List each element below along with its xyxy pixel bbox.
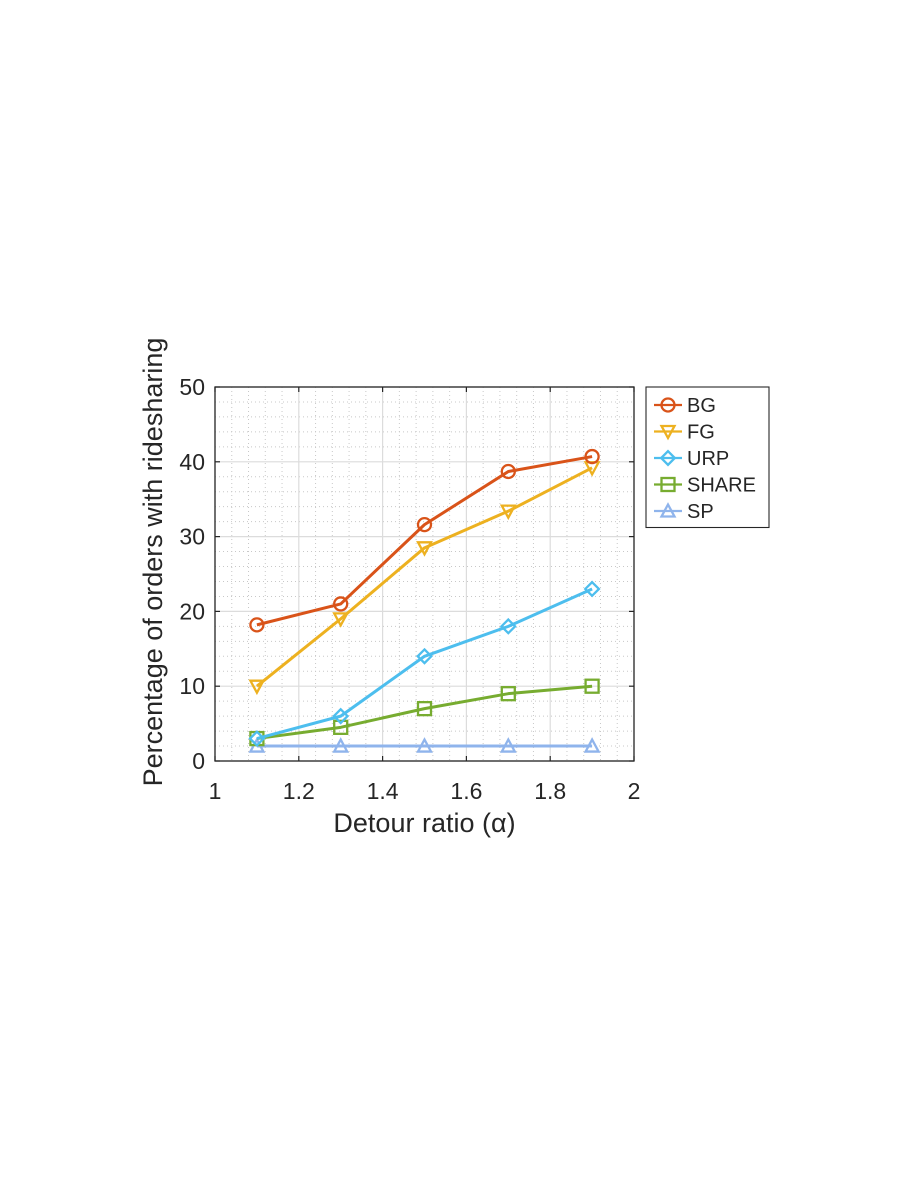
- y-tick-labels: 0 10 20 30 40 50: [179, 374, 205, 774]
- data-point-fg: [332, 612, 350, 628]
- data-point-sp: [416, 737, 433, 753]
- y-tick-label: 0: [192, 748, 205, 774]
- x-tick-label: 1.4: [367, 778, 399, 804]
- data-point-urp: [248, 730, 266, 748]
- x-axis-label: Detour ratio (α): [333, 808, 515, 838]
- x-tick-labels: 1 1.2 1.4 1.6 1.8 2: [209, 778, 641, 804]
- y-tick-label: 50: [179, 374, 205, 400]
- legend-item-urp: URP: [654, 448, 729, 470]
- data-point-bg: [500, 463, 516, 480]
- x-tick-label: 1.8: [534, 778, 566, 804]
- y-tick-label: 20: [179, 598, 205, 624]
- legend-marker: [660, 397, 676, 413]
- legend-marker: [659, 449, 677, 467]
- x-tick-label: 2: [628, 778, 641, 804]
- data-point-share: [584, 678, 600, 694]
- legend-label: FG: [687, 422, 715, 444]
- minor-grid: [215, 387, 634, 761]
- data-point-bg: [584, 448, 600, 465]
- y-tick-label: 10: [179, 673, 205, 699]
- x-tick-label: 1.2: [283, 778, 315, 804]
- data-point-sp: [332, 737, 350, 753]
- legend-label: SHARE: [687, 475, 756, 497]
- series-line-share: [256, 684, 593, 741]
- legend-marker: [659, 502, 677, 518]
- y-axis-label: Percentage of orders with ridesharing: [138, 338, 168, 787]
- data-point-share: [333, 719, 349, 735]
- series-urp: [248, 580, 601, 748]
- legend-item-fg: FG: [654, 422, 715, 444]
- data-point-fg: [499, 504, 517, 521]
- data-point-urp: [332, 707, 350, 725]
- data-point-share: [416, 700, 433, 717]
- legend-item-sp: SP: [654, 501, 714, 523]
- data-point-urp: [583, 580, 601, 598]
- series-fg: [248, 461, 601, 696]
- legend-label: BG: [687, 395, 716, 417]
- series-line-urp: [256, 587, 593, 741]
- data-point-bg: [416, 516, 433, 533]
- axis-ticks: [214, 386, 635, 762]
- data-point-urp: [416, 647, 433, 665]
- x-tick-label: 1.6: [450, 778, 482, 804]
- legend-label: URP: [687, 448, 729, 470]
- data-point-fg: [248, 679, 266, 696]
- data-point-fg: [416, 541, 433, 557]
- legend-item-bg: BG: [654, 395, 716, 417]
- legend-label: SP: [687, 501, 714, 523]
- legend-item-share: SHARE: [654, 475, 756, 497]
- series-sp: [248, 737, 601, 753]
- series-line-bg: [256, 455, 593, 627]
- legend-marker: [660, 476, 676, 493]
- legend: BG FG URP SHARE SP: [645, 386, 770, 529]
- x-tick-label: 1: [209, 778, 222, 804]
- data-point-share: [500, 686, 516, 702]
- data-point-sp: [499, 737, 517, 753]
- plot-area-frame: [214, 386, 635, 762]
- series-bg: [249, 448, 600, 633]
- data-point-sp: [583, 737, 601, 753]
- major-grid: [214, 386, 635, 762]
- series-layer: [248, 448, 601, 753]
- series-share: [249, 678, 600, 747]
- y-tick-label: 30: [179, 524, 205, 550]
- y-tick-label: 40: [179, 449, 205, 475]
- legend-marker: [659, 424, 677, 441]
- data-point-bg: [249, 617, 265, 633]
- data-point-urp: [499, 617, 517, 635]
- data-point-bg: [333, 596, 349, 612]
- series-line-fg: [255, 466, 593, 688]
